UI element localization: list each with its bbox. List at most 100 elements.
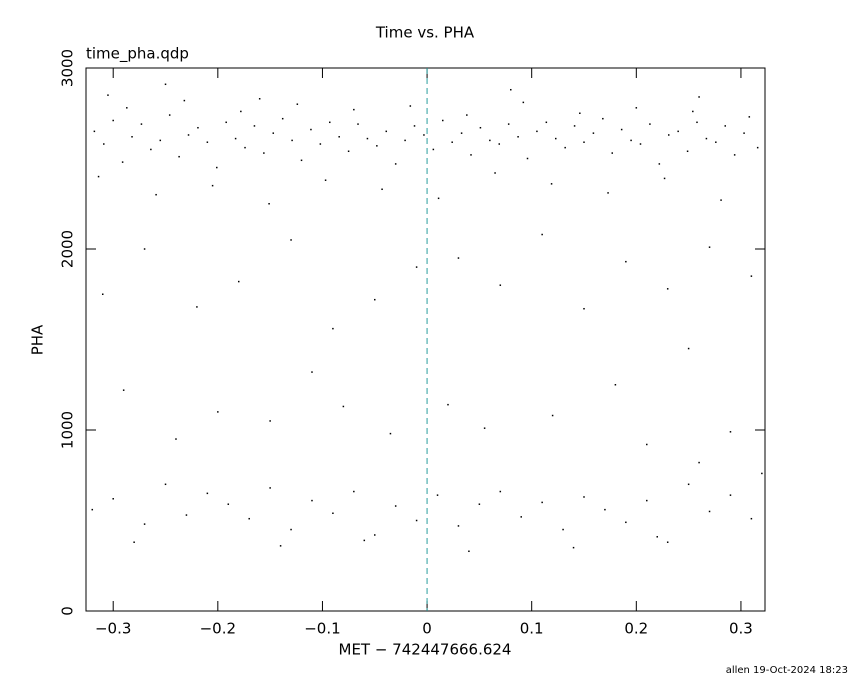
data-point (602, 117, 604, 120)
data-point (357, 123, 359, 125)
data-point (666, 288, 669, 290)
data-point (478, 503, 481, 505)
data-point (324, 179, 327, 181)
data-point (394, 505, 397, 507)
data-point (244, 146, 246, 149)
data-point (646, 443, 648, 446)
data-point (720, 199, 722, 201)
data-point (263, 152, 265, 154)
data-point (248, 517, 250, 520)
data-point (494, 172, 496, 174)
data-point (442, 119, 444, 122)
data-point (483, 427, 486, 429)
data-point (447, 403, 449, 406)
data-point (564, 146, 566, 149)
data-point (526, 157, 529, 160)
data-point (551, 414, 554, 417)
data-point (604, 508, 606, 511)
data-point (338, 136, 340, 138)
data-point (743, 132, 745, 134)
data-point (687, 347, 690, 350)
y-tick-label: 2000 (59, 230, 77, 268)
data-point (550, 183, 553, 185)
data-point (663, 177, 666, 180)
data-point (715, 141, 717, 143)
data-point (175, 438, 177, 440)
data-point (374, 534, 376, 536)
data-point (268, 203, 270, 205)
data-point (510, 88, 512, 91)
data-point (143, 248, 146, 250)
data-point (332, 512, 334, 515)
data-point (708, 246, 711, 248)
data-point (698, 96, 700, 98)
data-point (479, 126, 482, 129)
data-point (217, 411, 219, 413)
data-point (374, 298, 376, 301)
x-tick-label: −0.3 (95, 620, 131, 638)
data-point (658, 163, 661, 165)
y-tick-label: 0 (59, 606, 77, 616)
data-point (112, 119, 114, 122)
data-point (112, 498, 114, 500)
plot-subtitle: time_pha.qdp (86, 45, 189, 64)
data-point (415, 519, 418, 522)
data-point (211, 184, 214, 187)
data-point (592, 132, 595, 134)
data-point (460, 132, 463, 134)
data-point (310, 128, 312, 131)
data-point (541, 501, 543, 504)
data-point (290, 239, 292, 241)
data-point (705, 137, 708, 140)
data-point (353, 490, 355, 493)
data-point (319, 143, 322, 145)
data-point (332, 327, 334, 330)
data-point (376, 145, 378, 147)
data-point (436, 494, 439, 496)
data-point (517, 136, 519, 138)
data-point (729, 431, 732, 433)
data-point (696, 121, 698, 124)
data-point (101, 293, 104, 295)
data-point (583, 496, 585, 498)
data-point (342, 405, 345, 408)
data-point (103, 143, 105, 145)
data-point (748, 116, 751, 118)
data-point (93, 130, 96, 133)
data-point (389, 432, 392, 435)
data-point (122, 389, 125, 391)
data-point (630, 139, 632, 142)
footer: allen 19-Oct-2024 18:23 (726, 665, 848, 676)
data-point (583, 141, 585, 143)
data-point (708, 510, 711, 513)
data-point (164, 83, 167, 86)
data-point (225, 121, 227, 124)
data-point (733, 154, 736, 156)
data-point (466, 114, 468, 116)
x-tick-label: 0.3 (729, 620, 753, 638)
data-point (614, 384, 617, 386)
data-point (423, 134, 425, 136)
data-point (185, 514, 188, 516)
data-point (121, 161, 124, 163)
data-point (698, 461, 700, 464)
data-point (756, 146, 759, 149)
data-point (206, 141, 209, 143)
data-point (237, 280, 240, 283)
data-point (761, 472, 763, 475)
data-point (140, 123, 143, 125)
data-point (269, 487, 271, 489)
data-point (363, 539, 366, 542)
data-point (649, 123, 651, 125)
x-tick-label: −0.1 (304, 620, 340, 638)
data-point (409, 105, 412, 107)
data-point (168, 114, 171, 116)
plot-frame (85, 67, 766, 612)
data-point (489, 139, 491, 142)
data-point (499, 490, 502, 493)
data-point (291, 139, 293, 142)
data-point (107, 94, 109, 96)
data-point (451, 141, 453, 143)
data-point (724, 125, 726, 127)
